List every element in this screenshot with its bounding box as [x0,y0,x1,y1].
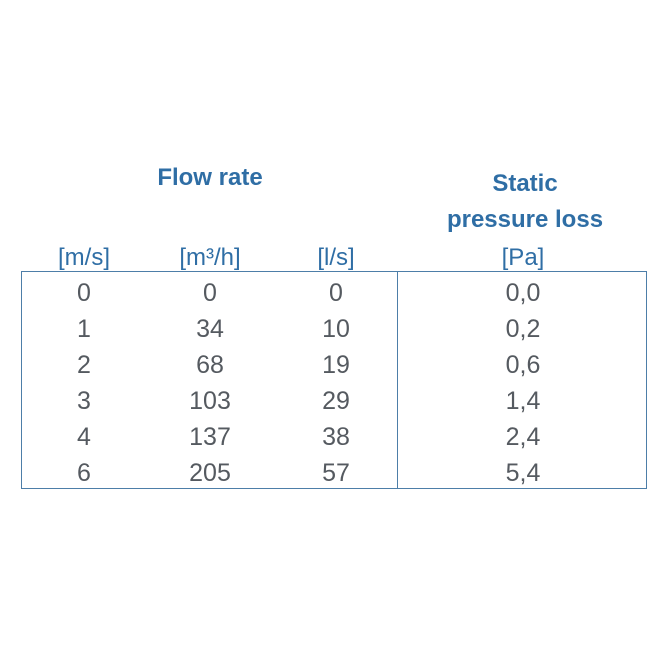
table-cell-speed: 4 [77,423,91,451]
table-cell-flow-m3h: 0 [203,279,217,307]
table-cell-flow-m3h: 68 [196,351,224,379]
static-pressure-heading-line1: Static [492,170,558,197]
column-divider [397,271,398,489]
table-cell-pressure-loss: 5,4 [505,459,541,487]
unit-header-ls: [l/s] [317,244,355,271]
table-cell-speed: 3 [77,387,91,415]
table-cell-flow-ls: 0 [329,279,343,307]
table-cell-flow-ls: 10 [322,315,350,343]
unit-header-ms: [m/s] [58,244,110,271]
table-cell-pressure-loss: 0,6 [505,351,541,379]
flow-rate-heading: Flow rate [157,164,263,191]
unit-header-m3h: [m³/h] [179,244,241,271]
table-cell-flow-m3h: 103 [189,387,231,415]
table-cell-pressure-loss: 2,4 [505,423,541,451]
static-pressure-heading-line2: pressure loss [446,206,604,233]
table-cell-flow-m3h: 137 [189,423,231,451]
table-cell-flow-ls: 19 [322,351,350,379]
table-cell-speed: 0 [77,279,91,307]
table-cell-flow-m3h: 205 [189,459,231,487]
table-cell-speed: 1 [77,315,91,343]
table-cell-speed: 6 [77,459,91,487]
table-cell-speed: 2 [77,351,91,379]
table-border [21,271,647,489]
table-cell-flow-ls: 29 [322,387,350,415]
table-cell-flow-m3h: 34 [196,315,224,343]
table-cell-flow-ls: 38 [322,423,350,451]
table-cell-pressure-loss: 1,4 [505,387,541,415]
unit-header-pa: [Pa] [501,244,545,271]
table-cell-flow-ls: 57 [322,459,350,487]
table-cell-pressure-loss: 0,2 [505,315,541,343]
table-cell-pressure-loss: 0,0 [505,279,541,307]
